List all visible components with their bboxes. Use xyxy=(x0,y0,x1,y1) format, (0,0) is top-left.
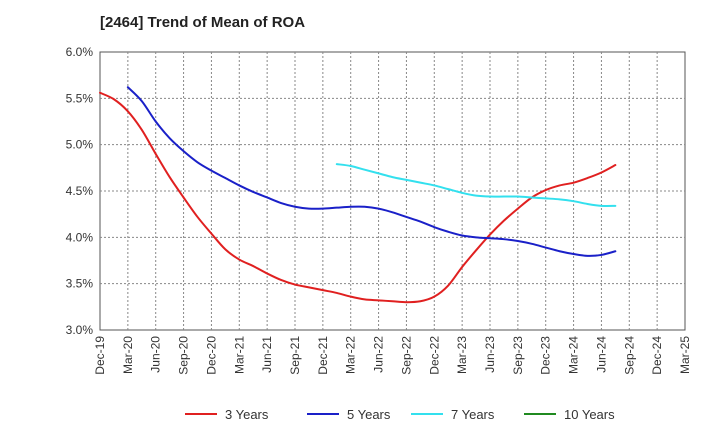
y-tick-label: 5.0% xyxy=(66,138,94,152)
x-tick-label: Sep-22 xyxy=(399,336,413,375)
x-tick-label: Sep-20 xyxy=(177,336,191,375)
x-tick-label: Sep-23 xyxy=(511,336,525,375)
x-tick-label: Dec-19 xyxy=(93,336,107,375)
x-tick-label: Dec-21 xyxy=(316,336,330,375)
y-tick-label: 3.0% xyxy=(66,323,94,337)
legend-label-3-years: 3 Years xyxy=(225,407,269,422)
legend-label-7-years: 7 Years xyxy=(451,407,495,422)
x-tick-label: Dec-22 xyxy=(427,336,441,375)
x-tick-label: Sep-24 xyxy=(622,336,636,375)
x-tick-label: Jun-24 xyxy=(594,336,608,373)
x-tick-label: Mar-20 xyxy=(121,336,135,374)
x-tick-label: Mar-22 xyxy=(344,336,358,374)
legend: 3 Years 5 Years 7 Years 10 Years xyxy=(185,407,615,422)
x-tick-label: Dec-24 xyxy=(650,336,664,375)
legend-label-5-years: 5 Years xyxy=(347,407,391,422)
x-tick-label: Jun-20 xyxy=(149,336,163,373)
x-tick-label: Mar-24 xyxy=(567,336,581,374)
x-tick-label: Jun-21 xyxy=(260,336,274,373)
series-line-5-years xyxy=(126,86,617,257)
x-tick-label: Mar-25 xyxy=(678,336,692,374)
chart-title: [2464] Trend of Mean of ROA xyxy=(100,14,306,31)
y-tick-label: 5.5% xyxy=(66,91,94,105)
x-tick-label: Jun-23 xyxy=(483,336,497,373)
legend-label-10-years: 10 Years xyxy=(564,407,615,422)
x-tick-label: Dec-23 xyxy=(539,336,553,375)
y-tick-label: 3.5% xyxy=(66,277,94,291)
y-tick-label: 4.5% xyxy=(66,184,94,198)
x-tick-label: Mar-23 xyxy=(455,336,469,374)
x-tick-label: Sep-21 xyxy=(288,336,302,375)
gridlines xyxy=(100,52,685,330)
x-tick-label: Jun-22 xyxy=(372,336,386,373)
y-tick-label: 6.0% xyxy=(66,45,94,59)
series-lines xyxy=(99,86,617,304)
x-tick-label: Mar-21 xyxy=(232,336,246,374)
series-line-7-years xyxy=(335,163,617,207)
y-axis-ticks: 3.0% 3.5% 4.0% 4.5% 5.0% 5.5% 6.0% xyxy=(66,45,94,337)
x-tick-label: Dec-20 xyxy=(204,336,218,375)
y-tick-label: 4.0% xyxy=(66,230,94,244)
x-axis-ticks: Dec-19 Mar-20 Jun-20 Sep-20 Dec-20 Mar-21 Jun-… xyxy=(93,336,692,375)
